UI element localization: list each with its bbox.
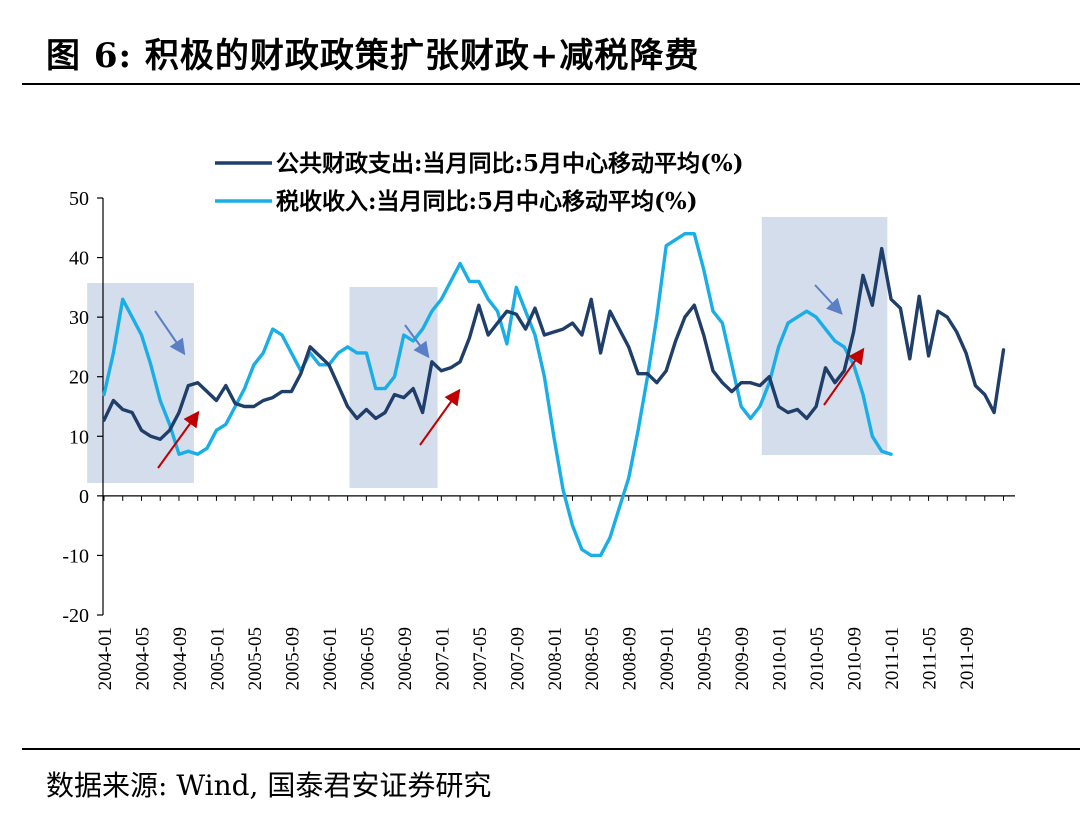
x-tick-label: 2008-09: [620, 627, 641, 690]
axes: -20 -10 0 10 20 30 40 50 2004-01 2004-05 2004-09 20…: [62, 188, 1015, 690]
x-tick-label: 2007-09: [507, 627, 528, 690]
x-tick-label: 2009-05: [695, 627, 716, 690]
series-lines: [102, 231, 1006, 558]
x-tick-label: 2007-01: [432, 627, 453, 690]
legend-label: 税收收入:当月同比:5月中心移动平均(%): [276, 188, 698, 215]
x-tick-label: 2006-01: [320, 627, 341, 690]
x-tick-label: 2005-09: [282, 627, 303, 690]
legend-label: 公共财政支出:当月同比:5月中心移动平均(%): [276, 150, 744, 177]
y-tick-label: 20: [69, 367, 89, 389]
x-tick-label: 2010-05: [807, 627, 828, 690]
x-tick-label: 2006-09: [395, 627, 416, 690]
y-tick-label: 30: [69, 307, 89, 329]
series-line-tax-revenue: [102, 231, 893, 558]
up-arrow-icon: [823, 347, 865, 406]
x-tick-label: 2010-01: [770, 627, 791, 690]
x-tick-label: 2011-09: [957, 627, 978, 690]
x-tick-label: 2010-09: [845, 627, 866, 690]
x-tick-label: 2007-05: [470, 627, 491, 690]
shaded-region: [349, 287, 438, 488]
series-line-fiscal-spending: [102, 246, 1006, 441]
title-divider: [22, 83, 1080, 85]
x-tick-label: 2005-05: [245, 627, 266, 690]
x-tick-label: 2004-01: [95, 627, 116, 690]
x-tick-label: 2004-09: [170, 627, 191, 690]
x-tick-label: 2008-05: [582, 627, 603, 690]
source-divider: [22, 748, 1080, 750]
down-arrow-icon: [404, 324, 430, 359]
down-arrow-icon: [814, 284, 843, 315]
x-tick-label: 2011-05: [920, 627, 941, 690]
up-arrow-icon: [419, 388, 461, 446]
page-title: 图 6: 积极的财政政策扩张财政+减税降费: [46, 36, 700, 76]
x-tick-label: 2011-01: [882, 627, 903, 690]
x-tick-label: 2008-01: [545, 627, 566, 690]
y-tick-label: -20: [62, 605, 89, 627]
down-arrow-icon: [154, 310, 186, 356]
x-tick-label: 2009-09: [732, 627, 753, 690]
data-source: 数据来源: Wind, 国泰君安证券研究: [46, 769, 492, 802]
legend: 公共财政支出:当月同比:5月中心移动平均(%) 税收收入:当月同比:5月中心移动平…: [215, 150, 744, 215]
x-tick-label: 2005-01: [207, 627, 228, 690]
y-tick-label: 50: [69, 188, 89, 210]
x-tick-label: 2009-01: [657, 627, 678, 690]
y-tick-label: -10: [62, 545, 89, 567]
annotation-arrows: [154, 284, 865, 469]
y-tick-label: 10: [69, 426, 89, 448]
y-tick-label: 40: [69, 248, 89, 270]
x-tick-label: 2004-05: [132, 627, 153, 690]
y-tick-label: 0: [79, 486, 89, 508]
x-tick-label: 2006-05: [357, 627, 378, 690]
up-arrow-icon: [157, 410, 200, 469]
